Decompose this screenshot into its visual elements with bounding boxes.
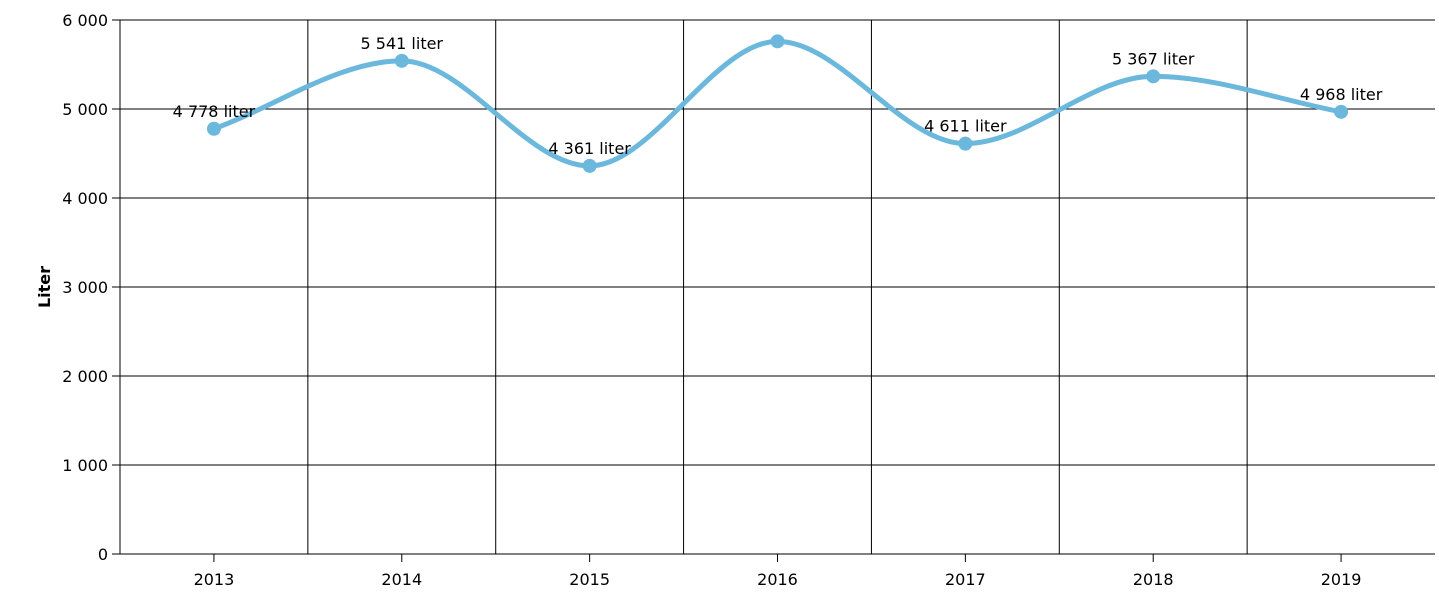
data-label: 4 968 liter [1300, 85, 1383, 104]
x-tick-label: 2017 [945, 570, 986, 589]
grid [120, 19, 1435, 554]
data-labels: 4 778 liter 5 541 liter 4 361 liter 4 611 l… [173, 34, 1383, 158]
x-tick-label: 2016 [757, 570, 798, 589]
data-point [1334, 104, 1349, 119]
y-tick-label: 1 000 [62, 456, 108, 475]
y-tick-label: 0 [98, 545, 108, 564]
data-point [958, 136, 973, 151]
x-tick-label: 2018 [1133, 570, 1174, 589]
y-axis-title: Liter [35, 266, 54, 308]
data-label: 4 361 liter [548, 139, 631, 158]
data-label: 5 541 liter [361, 34, 444, 53]
data-label: 4 778 liter [173, 102, 256, 121]
data-label: 4 611 liter [924, 117, 1007, 136]
data-point [582, 158, 597, 173]
data-point [1146, 69, 1161, 84]
y-tick-label: 6 000 [62, 11, 108, 30]
x-axis-ticks: 2013 2014 2015 2016 2017 2018 2019 [194, 554, 1362, 589]
x-tick-label: 2015 [569, 570, 610, 589]
y-tick-label: 3 000 [62, 278, 108, 297]
y-axis-ticks: 0 1 000 2 000 3 000 4 000 5 000 6 000 [62, 11, 120, 564]
x-tick-label: 2013 [194, 570, 235, 589]
x-tick-label: 2014 [381, 570, 422, 589]
y-tick-label: 4 000 [62, 189, 108, 208]
y-tick-label: 2 000 [62, 367, 108, 386]
data-label: 5 367 liter [1112, 49, 1195, 68]
data-point [770, 34, 785, 49]
data-points [206, 34, 1349, 173]
data-point [206, 121, 221, 136]
y-tick-label: 5 000 [62, 100, 108, 119]
x-tick-label: 2019 [1321, 570, 1362, 589]
data-point [394, 53, 409, 68]
